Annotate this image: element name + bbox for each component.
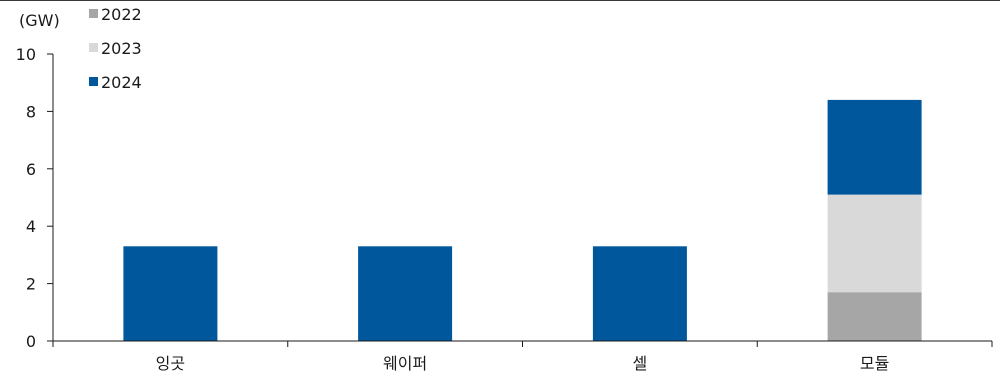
bar-segment-2024-3 — [592, 246, 687, 341]
bar-segment-2024-2 — [358, 246, 453, 341]
bar-segment-2022-4 — [827, 292, 922, 341]
y-unit-label: (GW) — [19, 11, 60, 30]
legend-label-2024: 2024 — [101, 73, 142, 92]
legend-swatch-2022 — [89, 9, 98, 18]
y-tick-label: 10 — [16, 45, 36, 64]
bar-segment-2023-4 — [827, 194, 922, 293]
y-tick-label: 0 — [26, 332, 36, 351]
bar-segment-2024-4 — [827, 99, 922, 195]
labels-group: (GW) 0 2 4 6 8 10 잉곳 웨이퍼 셀 모듈 — [16, 11, 890, 373]
legend-swatch-2024 — [89, 77, 98, 86]
x-category-label: 모듈 — [860, 354, 889, 373]
legend: 2022 2023 2024 — [89, 5, 142, 92]
y-tick-label: 2 — [26, 275, 36, 294]
top-rule — [0, 0, 1000, 1]
legend-label-2023: 2023 — [101, 39, 142, 58]
bar-segment-2024-1 — [123, 246, 218, 341]
y-tick-label: 8 — [26, 102, 36, 121]
x-category-label: 셀 — [633, 354, 648, 373]
y-tick-label: 6 — [26, 160, 36, 179]
legend-swatch-2023 — [89, 43, 98, 52]
legend-label-2022: 2022 — [101, 5, 142, 24]
bars-group — [123, 99, 922, 341]
axes-group — [47, 53, 993, 347]
x-category-label: 웨이퍼 — [383, 354, 427, 373]
y-tick-label: 4 — [26, 217, 36, 236]
x-category-label: 잉곳 — [156, 354, 185, 373]
